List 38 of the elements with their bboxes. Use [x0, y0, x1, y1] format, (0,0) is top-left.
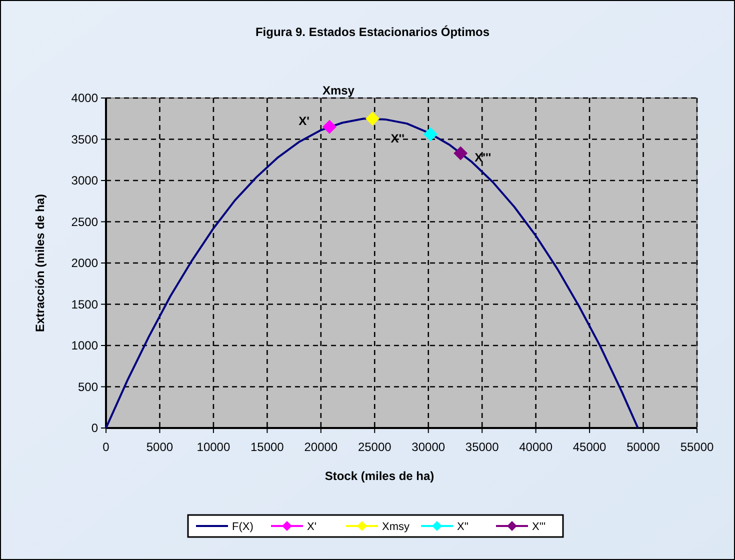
- x-tick-label: 55000: [680, 440, 714, 454]
- point: [365, 112, 380, 126]
- chart-title: Figura 9. Estados Estacionarios Óptimos: [255, 25, 490, 39]
- y-axis-title: Extracción (miles de ha): [33, 194, 47, 332]
- text: X': [298, 114, 310, 128]
- x-tick-label: 10000: [196, 440, 230, 454]
- x-tick-label: 25000: [358, 440, 392, 454]
- y-tick-label: 3000: [71, 174, 98, 188]
- legend-label: X'': [457, 521, 469, 533]
- x-tick-label: 0: [102, 440, 110, 454]
- text: X''': [474, 150, 492, 164]
- x-tick-label: 15000: [250, 440, 284, 454]
- x-tick-label: 30000: [412, 440, 446, 454]
- x-tick-label: 20000: [304, 440, 338, 454]
- y-tick-label: 3500: [71, 132, 98, 146]
- point: [454, 146, 468, 160]
- y-tick-label: 0: [91, 421, 98, 435]
- y-tick-label: 2000: [71, 256, 98, 270]
- text: X'': [390, 131, 405, 146]
- y-tick-label: 4000: [71, 91, 98, 105]
- x-tick-label: 5000: [146, 440, 174, 454]
- x-axis-title: Stock (miles de ha): [324, 469, 434, 483]
- point: [424, 127, 438, 142]
- x-tick-label: 50000: [626, 440, 660, 454]
- line-series: [105, 118, 639, 429]
- x-tick-label: 40000: [519, 440, 553, 454]
- y-tick-label: 2500: [71, 214, 98, 229]
- legend-label: X': [307, 521, 316, 533]
- point: [322, 120, 337, 134]
- legend-label: X''': [532, 521, 546, 533]
- y-tick-label: 500: [78, 380, 98, 394]
- y-tick-label: 1000: [71, 338, 98, 352]
- legend-label: Xmsy: [382, 521, 410, 533]
- y-tick-label: 1500: [71, 297, 98, 312]
- x-tick-label: 45000: [572, 440, 607, 454]
- text: Xmsy: [322, 84, 354, 98]
- x-tick-label: 35000: [465, 440, 500, 454]
- legend-label: F(X): [232, 521, 254, 533]
